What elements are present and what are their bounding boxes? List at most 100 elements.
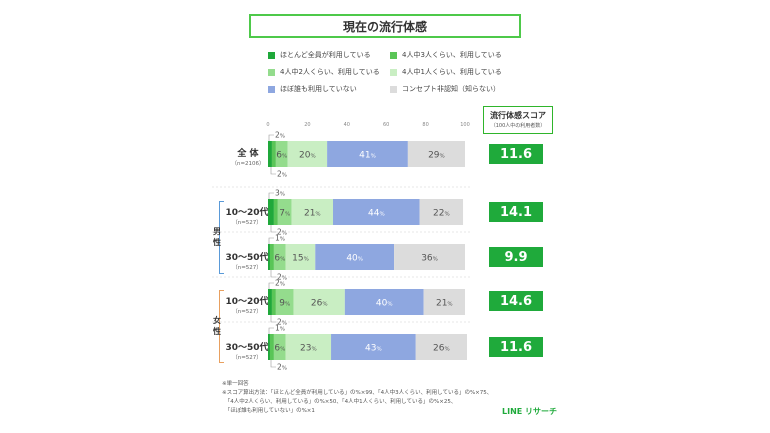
data-label: 9% [279, 299, 290, 309]
bar-segment [293, 289, 345, 315]
bar-segment [394, 244, 465, 270]
legend-swatch [390, 85, 397, 93]
bar-segment [291, 199, 334, 225]
data-label: 2% [277, 273, 287, 282]
legend-swatch [268, 68, 275, 76]
data-label: 21% [304, 209, 321, 219]
callout-line [270, 225, 276, 233]
legend-swatch [268, 51, 275, 59]
bar-segment [344, 289, 424, 315]
data-label: 2% [275, 279, 285, 288]
x-tick-label: 80 [422, 122, 428, 128]
data-label: 21% [436, 299, 453, 309]
x-tick-label: 0 [266, 122, 269, 128]
x-tick-label: 40 [344, 122, 350, 128]
male-bracket [219, 201, 224, 274]
legend-item: コンセプト非認知（知らない） [390, 84, 500, 94]
bar-segment [271, 141, 276, 167]
data-label: 22% [433, 209, 450, 219]
x-tick-label: 100 [460, 122, 470, 128]
data-label: 43% [365, 344, 382, 354]
score-badge: 14.6 [489, 291, 543, 311]
data-label: 26% [433, 344, 450, 354]
group-label-male: 男 性 [213, 227, 221, 247]
bar-segment [423, 289, 465, 315]
x-tick-label: 60 [383, 122, 389, 128]
callout-line [270, 315, 276, 323]
group-label-female: 女 性 [213, 316, 221, 336]
score-badge: 11.6 [489, 337, 543, 357]
score-header-subtitle: （100人中の利用者数） [490, 123, 546, 129]
legend-swatch [390, 51, 397, 59]
row-label: 全 体 （n=2106） [231, 149, 265, 167]
bar-segment [277, 199, 292, 225]
legend-item: 4人中3人くらい、利用している [390, 50, 502, 60]
bar-segment [331, 334, 416, 360]
bar-segment [415, 334, 467, 360]
legend-item: ほとんど全員が利用している [268, 50, 371, 60]
legend-item: ほぼ誰も利用していない [268, 84, 357, 94]
notes: ※単一回答 ※スコア算出方法：「ほとんど全員が利用している」の%×99、「4人中… [222, 381, 493, 414]
bar-segment [273, 199, 278, 225]
bar-segment [275, 289, 294, 315]
legend-swatch [390, 68, 397, 76]
score-header-title: 流行体感スコア [490, 111, 546, 120]
bar-segment [333, 199, 420, 225]
callout-line [268, 134, 274, 141]
x-tick-label: 20 [304, 122, 310, 128]
data-label: 2% [277, 318, 287, 327]
score-badge: 14.1 [489, 202, 543, 222]
data-label: 6% [274, 254, 285, 264]
data-label: 2% [275, 131, 285, 140]
bar-segment [315, 244, 395, 270]
callout-line [270, 167, 276, 175]
data-label: 7% [279, 209, 290, 219]
data-label: 1% [275, 324, 285, 333]
bar-segment [269, 334, 274, 360]
data-label: 44% [368, 209, 385, 219]
bar-segment [271, 289, 276, 315]
callout-line [268, 327, 274, 334]
data-label: 2% [277, 170, 287, 179]
data-label: 2% [277, 228, 287, 237]
bar-segment [327, 141, 408, 167]
callout-line [268, 282, 274, 289]
bar-segment [275, 141, 288, 167]
bar-segment [285, 334, 332, 360]
row-label: 10～20代 （n=527） [225, 297, 269, 315]
bar-segment [269, 244, 274, 270]
legend-item: 4人中1人くらい、利用している [390, 67, 502, 77]
bar-segment [287, 141, 328, 167]
data-label: 2% [277, 363, 287, 372]
data-label: 23% [300, 344, 317, 354]
data-label: 15% [292, 254, 309, 264]
callout-line [270, 360, 276, 368]
callout-line [268, 192, 274, 199]
data-label: 6% [274, 344, 285, 354]
bar-segment [407, 141, 465, 167]
data-label: 6% [276, 151, 287, 161]
legend-item: 4人中2人くらい、利用している [268, 67, 380, 77]
bar-segment [273, 334, 286, 360]
score-badge: 11.6 [489, 144, 543, 164]
data-label: 3% [275, 189, 285, 198]
callout-line [268, 237, 274, 244]
bar-segment [285, 244, 316, 270]
data-label: 41% [359, 151, 376, 161]
row-label: 30～50代 （n=527） [225, 253, 269, 271]
score-header: 流行体感スコア （100人中の利用者数） [483, 106, 553, 134]
score-badge: 9.9 [489, 247, 543, 267]
female-bracket [219, 290, 224, 363]
legend-swatch [268, 85, 275, 93]
bar-segment [419, 199, 464, 225]
data-label: 29% [428, 151, 445, 161]
data-label: 40% [376, 299, 393, 309]
row-label: 30～50代 （n=527） [225, 343, 269, 361]
bar-segment [273, 244, 286, 270]
data-label: 36% [421, 254, 438, 264]
callout-line [270, 270, 276, 278]
chart-title: 現在の流行体感 [249, 14, 521, 38]
data-label: 40% [346, 254, 363, 264]
data-label: 1% [275, 234, 285, 243]
